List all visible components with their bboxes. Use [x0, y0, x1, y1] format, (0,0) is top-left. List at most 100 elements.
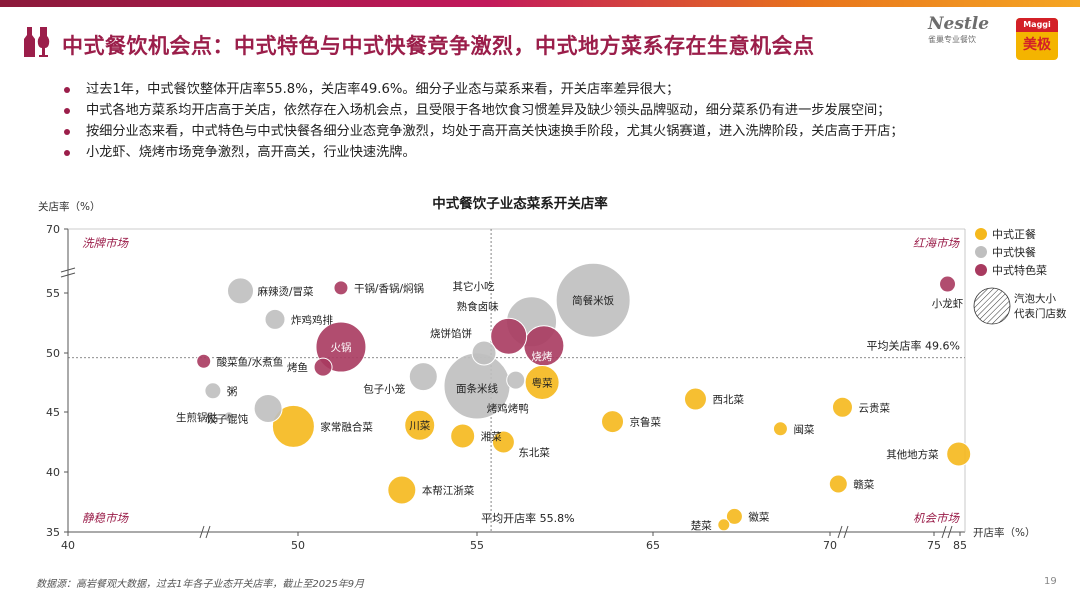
bubble-label: 川菜 [409, 420, 430, 432]
page-number: 19 [1044, 576, 1057, 587]
bubble-label: 家常融合菜 [320, 420, 373, 433]
bubble-point [717, 518, 731, 532]
wine-bottle-icon [24, 27, 50, 57]
bubble-label: 包子小笼 [363, 383, 405, 396]
bubble-point [828, 474, 848, 494]
bubble-label: 其它小吃 [453, 280, 495, 293]
y-tick-label: 40 [46, 466, 60, 479]
bubble-label: 烧饼馅饼 [430, 327, 472, 340]
y-tick-label: 55 [46, 287, 60, 300]
bubble-point [196, 353, 212, 369]
quadrant-label-bottom-right: 机会市场 [913, 511, 960, 525]
bubble-label: 徽菜 [748, 510, 769, 523]
bubble-point [831, 396, 853, 418]
bullet-item: 按细分业态来看，中式特色与中式快餐各细分业态竞争激烈，均处于高开高关快速换手阶段… [62, 122, 1052, 141]
top-accent-bar [0, 0, 1080, 7]
bubble-label: 西北菜 [712, 394, 744, 406]
avg-open-rate-label: 平均开店率 55.8% [481, 511, 574, 525]
bubble-point [271, 404, 315, 448]
bubble-label: 赣菜 [853, 478, 874, 491]
x-tick-label: 85 [953, 539, 967, 550]
bubble-point [227, 277, 254, 305]
bubble-point [387, 475, 417, 505]
bubble-label: 本帮江浙菜 [422, 484, 475, 497]
bubble-label: 面条米线 [456, 382, 498, 395]
nestle-wordmark: Nestle [928, 14, 990, 34]
x-tick-label: 40 [61, 539, 75, 550]
quadrant-label-top-right: 红海市场 [913, 236, 960, 250]
bubble-label: 干锅/香锅/焖锅 [354, 282, 424, 295]
bubble-label: 麻辣烫/冒菜 [258, 285, 315, 298]
y-axis-break-mark [60, 267, 76, 278]
bubble-point [772, 421, 788, 437]
x-tick-label: 55 [470, 539, 484, 550]
bubble-size-note: 汽泡大小 [1014, 292, 1056, 305]
bubble-label: 京鲁菜 [630, 416, 662, 429]
bubble-size-legend-icon [973, 287, 1011, 325]
legend-label: 中式特色菜 [992, 263, 1047, 277]
x-tick-label: 75 [927, 539, 941, 550]
bubble-label: 粤菜 [532, 377, 553, 390]
x-axis-label: 开店率（%） [973, 526, 1035, 539]
bubble-label: 熟食卤味 [457, 300, 499, 313]
bubble-point [490, 317, 528, 355]
x-axis-break-mark [837, 525, 849, 539]
bubble-point [946, 441, 972, 467]
maggi-logo: Maggi 美极 [1016, 18, 1058, 60]
bubble-label: 东北菜 [518, 446, 550, 459]
x-tick-label: 70 [823, 539, 837, 550]
avg-close-rate-label: 平均关店率 49.6% [867, 339, 960, 353]
bubble-label: 烧烤 [531, 350, 552, 363]
bubble-point [683, 387, 707, 411]
bubble-point [223, 411, 235, 423]
bubble-label: 酸菜鱼/水煮鱼 [217, 355, 284, 368]
legend-label: 中式正餐 [992, 227, 1036, 241]
bubble-label: 饺子馄饨 [206, 412, 248, 425]
bubble-label: 粥 [227, 386, 238, 398]
bubble-point [264, 308, 286, 330]
x-axis-break-mark [941, 525, 953, 539]
y-tick-label: 35 [46, 526, 60, 539]
nestle-logo: Nestle 雀巢专业餐饮 [928, 14, 1014, 58]
bubble-point [524, 365, 560, 400]
bubble-label: 火锅 [330, 342, 351, 354]
legend-swatch [975, 246, 987, 258]
key-findings-list: 过去1年，中式餐饮整体开店率55.8%，关店率49.6%。细分子业态与菜系来看，… [62, 80, 1052, 164]
chart-title: 中式餐饮子业态菜系开关店率 [432, 195, 608, 212]
bubble-point [404, 409, 436, 441]
bubble-point [313, 357, 333, 377]
bubble-point [491, 430, 515, 454]
bubble-point [253, 393, 283, 423]
bubble-label: 云贵菜 [858, 401, 890, 414]
bubble-point [555, 262, 631, 338]
bubble-point [725, 507, 743, 525]
y-tick-label: 70 [46, 223, 60, 236]
y-tick-label: 45 [46, 406, 60, 419]
maggi-chinese-name: 美极 [1023, 37, 1051, 53]
bubble-chart: 中式餐饮子业态菜系开关店率 关店率（%） 开店率（%） 40 50 55 65 70 75 85 7… [38, 195, 1067, 550]
bubble-label: 闽菜 [793, 423, 814, 436]
bubble-label: 楚菜 [691, 519, 712, 532]
page-title: 中式餐饮机会点：中式特色与中式快餐竞争激烈，中式地方菜系存在生意机会点 [62, 34, 815, 58]
bullet-item: 过去1年，中式餐饮整体开店率55.8%，关店率49.6%。细分子业态与菜系来看，… [62, 80, 1052, 99]
quadrant-label-top-left: 洗牌市场 [82, 236, 129, 250]
bubble-label: 简餐米饭 [572, 294, 614, 307]
bubble-label: 生煎锅贴 [176, 411, 218, 424]
nestle-subtitle: 雀巢专业餐饮 [928, 35, 976, 44]
bubble-point [601, 410, 625, 434]
bubble-point [450, 423, 476, 449]
bubble-point [939, 275, 957, 293]
maggi-wordmark: Maggi [1016, 18, 1058, 32]
x-tick-label: 50 [291, 539, 305, 550]
y-axis-label: 关店率（%） [38, 200, 100, 213]
quadrant-label-bottom-left: 静稳市场 [82, 511, 129, 525]
legend-label: 中式快餐 [992, 245, 1036, 259]
bubble-label: 炸鸡鸡排 [291, 313, 333, 326]
y-tick-label: 50 [46, 347, 60, 360]
legend-swatch [975, 264, 987, 276]
x-tick-label: 65 [646, 539, 660, 550]
bullet-item: 中式各地方菜系均开店高于关店，依然存在入场机会点，且受限于各地饮食习惯差异及缺少… [62, 101, 1052, 120]
bubble-point [204, 382, 222, 400]
bubble-label: 其他地方菜 [886, 448, 939, 461]
x-axis-break-mark [199, 525, 211, 539]
